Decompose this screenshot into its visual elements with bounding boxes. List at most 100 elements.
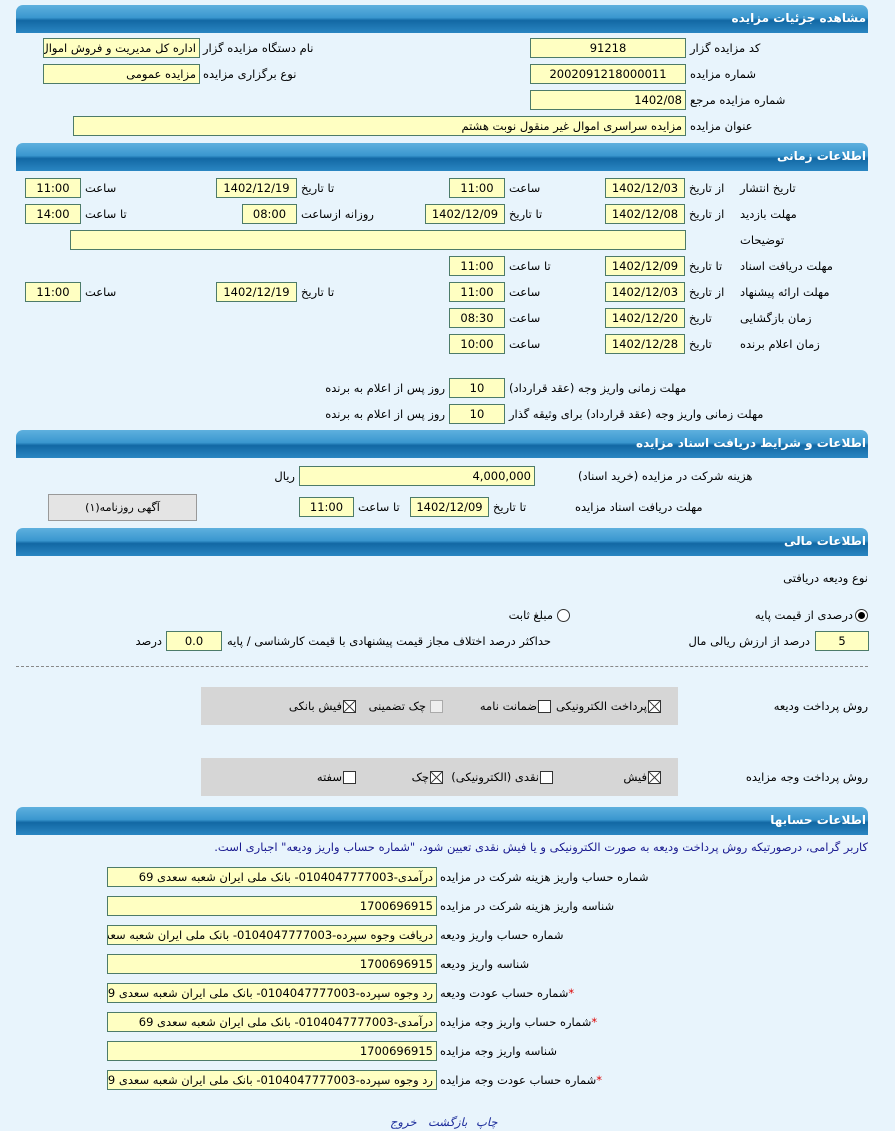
- visit-daily-from-field[interactable]: 08:00: [242, 204, 297, 224]
- section-title: مشاهده جزئیات مزایده: [731, 11, 866, 25]
- hour-label: ساعت: [509, 337, 541, 351]
- account-label-text: شماره حساب عودت ودیعه: [440, 986, 569, 1000]
- ref-label: شماره مزایده مرجع: [690, 93, 786, 107]
- auction-method-checkbox[interactable]: [430, 771, 443, 784]
- winner-date-field[interactable]: 1402/12/28: [605, 334, 685, 354]
- offer-from-time-field[interactable]: 11:00: [449, 282, 505, 302]
- account-field[interactable]: 1700696915: [107, 1041, 437, 1061]
- winner-time-field[interactable]: 10:00: [449, 334, 505, 354]
- to-date-label: تا تاریخ: [689, 259, 723, 273]
- code-label: کد مزایده گزار: [690, 41, 761, 55]
- print-link[interactable]: چاپ: [476, 1115, 498, 1129]
- offer-from-field[interactable]: 1402/12/03: [605, 282, 685, 302]
- docs-to-time-field[interactable]: 11:00: [299, 497, 354, 517]
- publish-to-time-field[interactable]: 11:00: [25, 178, 81, 198]
- account-label-text: شماره حساب واریز هزینه شرکت در مزایده: [440, 870, 649, 884]
- subject-label: عنوان مزایده: [690, 119, 753, 133]
- to-date-label: تا تاریخ: [301, 181, 335, 195]
- radio-percent[interactable]: [855, 609, 868, 622]
- account-field[interactable]: 1700696915: [107, 896, 437, 916]
- code-field[interactable]: 91218: [530, 38, 686, 58]
- docs-deadline-label: مهلت دریافت اسناد مزایده: [575, 500, 703, 514]
- docs-to-date-field[interactable]: 1402/12/09: [410, 497, 489, 517]
- to-hour-label: تا ساعت: [509, 259, 551, 273]
- offer-to-field[interactable]: 1402/12/19: [216, 282, 297, 302]
- docs-to-field[interactable]: 1402/12/09: [605, 256, 685, 276]
- publish-from-time-field[interactable]: 11:00: [449, 178, 505, 198]
- pay-collateral-field[interactable]: 10: [449, 404, 505, 424]
- currency-label: ریال: [274, 469, 295, 483]
- deposit-method-label: چک تضمینی: [368, 699, 426, 713]
- auction-method-label: سفته: [316, 770, 342, 784]
- radio-fixed[interactable]: [557, 609, 570, 622]
- max-diff-suffix: درصد: [135, 634, 162, 648]
- back-link[interactable]: بازگشت: [428, 1115, 468, 1129]
- number-field[interactable]: 2002091218000011: [530, 64, 686, 84]
- auction-method-label: نقدی (الکترونیکی): [451, 770, 539, 784]
- from-date-label: از تاریخ: [689, 207, 725, 221]
- org-field[interactable]: اداره کل مدیریت و فروش اموال: [43, 38, 200, 58]
- required-mark: *: [596, 1073, 602, 1087]
- section-title: اطلاعات حسابها: [770, 813, 866, 827]
- from-date-label: از تاریخ: [689, 181, 725, 195]
- opening-time-field[interactable]: 08:30: [449, 308, 505, 328]
- pay-contract-field[interactable]: 10: [449, 378, 505, 398]
- offer-label: مهلت ارائه پیشنهاد: [740, 285, 830, 299]
- section-header-docs: اطلاعات و شرایط دریافت اسناد مزایده: [16, 430, 868, 458]
- account-label-text: شماره حساب واریز ودیعه: [440, 928, 564, 942]
- account-field[interactable]: درآمدی-0104047777003- بانک ملی ایران شعب…: [107, 1012, 437, 1032]
- newspaper-ad-button[interactable]: آگهی روزنامه(۱): [48, 494, 197, 521]
- hour-label: ساعت: [85, 181, 117, 195]
- deposit-method-label: فیش بانکی: [288, 699, 342, 713]
- number-label: شماره مزایده: [690, 67, 756, 81]
- to-hour-label: تا ساعت: [358, 500, 400, 514]
- max-diff-field[interactable]: 0.0: [166, 631, 222, 651]
- publish-to-field[interactable]: 1402/12/19: [216, 178, 297, 198]
- section-header-accounts: اطلاعات حسابها: [16, 807, 868, 835]
- deposit-method-checkbox[interactable]: [648, 700, 661, 713]
- exit-link[interactable]: خروج: [390, 1115, 417, 1129]
- auction-method-checkbox[interactable]: [540, 771, 553, 784]
- deposit-method-checkbox[interactable]: [430, 700, 443, 713]
- section-header-finance: اطلاعات مالی: [16, 528, 868, 556]
- auction-method-label: فیش: [623, 770, 647, 784]
- auction-method-checkbox[interactable]: [648, 771, 661, 784]
- account-label: شناسه واریز وجه مزایده: [440, 1041, 557, 1061]
- account-field[interactable]: درآمدی-0104047777003- بانک ملی ایران شعب…: [107, 867, 437, 887]
- account-field[interactable]: رد وجوه سپرده-0104047777003- بانک ملی ای…: [107, 983, 437, 1003]
- hour-label: ساعت: [509, 181, 541, 195]
- desc-field[interactable]: [70, 230, 686, 250]
- docs-to-time-field[interactable]: 11:00: [449, 256, 505, 276]
- to-date-label: تا تاریخ: [301, 285, 335, 299]
- pay-contract-suffix: روز پس از اعلام به برنده: [325, 381, 445, 395]
- fee-field[interactable]: 4,000,000: [299, 466, 535, 486]
- winner-label: زمان اعلام برنده: [740, 337, 820, 351]
- visit-from-field[interactable]: 1402/12/08: [605, 204, 685, 224]
- percent-field[interactable]: 5: [815, 631, 869, 651]
- auction-method-label: چک: [411, 770, 429, 784]
- visit-to-field[interactable]: 1402/12/09: [425, 204, 505, 224]
- offer-to-time-field[interactable]: 11:00: [25, 282, 81, 302]
- auction-method-checkbox[interactable]: [343, 771, 356, 784]
- max-diff-label: حداکثر درصد اختلاف مجاز قیمت پیشنهادی با…: [227, 634, 552, 648]
- account-field[interactable]: رد وجوه سپرده-0104047777003- بانک ملی ای…: [107, 1070, 437, 1090]
- opening-date-field[interactable]: 1402/12/20: [605, 308, 685, 328]
- account-field[interactable]: 1700696915: [107, 954, 437, 974]
- publish-from-field[interactable]: 1402/12/03: [605, 178, 685, 198]
- deposit-method-checkbox[interactable]: [538, 700, 551, 713]
- deposit-method-checkbox[interactable]: [343, 700, 356, 713]
- ref-field[interactable]: 1402/08: [530, 90, 686, 110]
- hour-label: ساعت: [509, 311, 541, 325]
- date-label: تاریخ: [689, 311, 712, 325]
- account-label: شناسه واریز هزینه شرکت در مزایده: [440, 896, 614, 916]
- radio-percent-label: درصدی از قیمت پایه: [754, 608, 853, 622]
- type-field[interactable]: مزایده عمومی: [43, 64, 200, 84]
- account-field[interactable]: دریافت وجوه سپرده-0104047777003- بانک مل…: [107, 925, 437, 945]
- subject-field[interactable]: مزایده سراسری اموال غیر منقول نوبت هشتم: [73, 116, 686, 136]
- desc-label: توضیحات: [740, 233, 785, 247]
- account-label: شماره حساب واریز هزینه شرکت در مزایده: [440, 867, 648, 887]
- radio-fixed-label: مبلغ ثابت: [508, 608, 553, 622]
- account-label: *شماره حساب عودت وجه مزایده: [440, 1070, 602, 1090]
- visit-to-time-field[interactable]: 14:00: [25, 204, 81, 224]
